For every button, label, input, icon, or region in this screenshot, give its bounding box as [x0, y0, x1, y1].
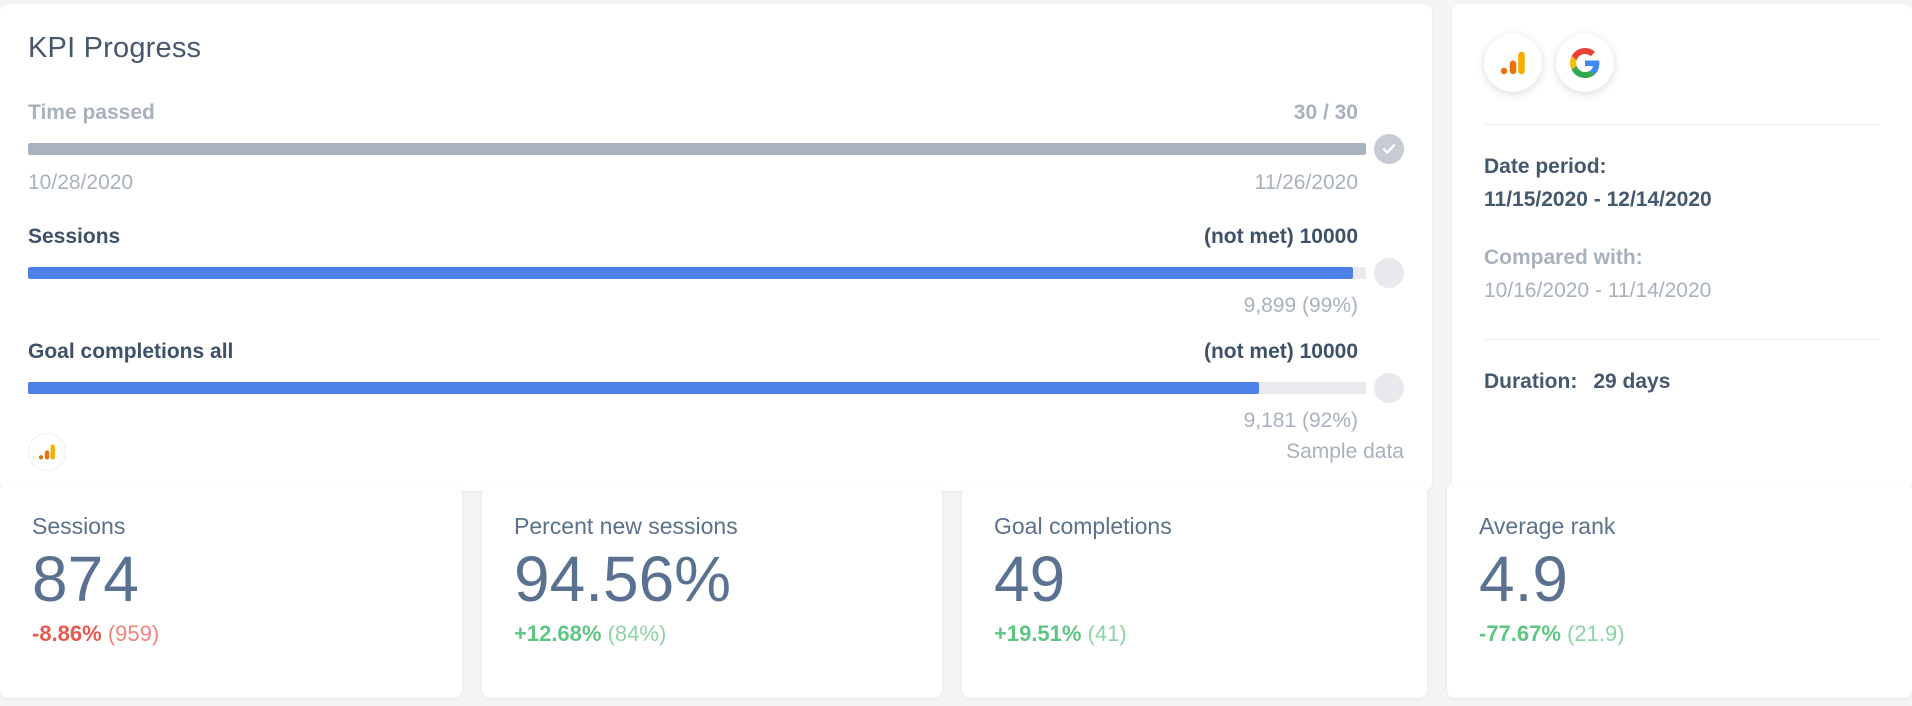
metric-delta: -8.86%: [32, 621, 102, 647]
metric-delta: -77.67%: [1479, 621, 1561, 647]
date-period-value: 11/15/2020 - 12/14/2020: [1484, 187, 1712, 211]
sessions-progress-track: [28, 267, 1366, 279]
metric-delta-row: +12.68% (84%): [514, 621, 910, 647]
goal-completions-header: Goal completions all (not met) 10000: [28, 340, 1404, 364]
time-passed-bar: [28, 134, 1404, 164]
date-period-label: Date period:: [1484, 155, 1607, 178]
time-passed-row: Time passed 30 / 30 10/28/2020 11/26/202…: [28, 101, 1404, 195]
goal-completions-bar: [28, 373, 1404, 403]
metric-delta: +19.51%: [994, 621, 1082, 647]
goal-completions-status: (not met) 10000: [1203, 340, 1358, 363]
metric-value: 94.56%: [514, 543, 732, 615]
google-icon: [1556, 34, 1614, 92]
source-icons-row: [1484, 34, 1880, 92]
kpi-card-title: KPI Progress: [28, 32, 202, 64]
sessions-goal-header: Sessions (not met) 10000: [28, 225, 1404, 249]
time-passed-label: Time passed: [28, 101, 155, 124]
metric-label: Goal completions: [994, 513, 1172, 539]
goal-completions-dot: [1374, 373, 1404, 403]
time-passed-dates: 10/28/2020 11/26/2020: [28, 171, 1404, 195]
metric-delta-row: -8.86% (959): [32, 621, 430, 647]
sessions-scorecard: Sessions 874 -8.86% (959): [0, 483, 462, 698]
goal-completions-track: [28, 382, 1366, 394]
metric-value: 49: [994, 543, 1066, 615]
sessions-goal-dot: [1374, 258, 1404, 288]
duration-value: 29 days: [1593, 370, 1671, 394]
google-analytics-icon: [1484, 34, 1542, 92]
time-progress-track: [28, 143, 1366, 155]
metric-delta-row: -77.67% (21.9): [1479, 621, 1880, 647]
time-complete-check-icon: [1374, 134, 1404, 164]
top-row: KPI Progress Time passed 30 / 30 10/28/2: [0, 4, 1912, 491]
metric-label: Average rank: [1479, 513, 1616, 539]
sample-data-label: Sample data: [1286, 440, 1404, 463]
sessions-progress-fill: [28, 267, 1353, 279]
kpi-progress-card: KPI Progress Time passed 30 / 30 10/28/2: [0, 4, 1432, 491]
duration-label: Duration:: [1484, 370, 1578, 394]
sessions-goal-value: 9,899 (99%): [1243, 294, 1358, 317]
percent-new-sessions-scorecard: Percent new sessions 94.56% +12.68% (84%…: [482, 483, 942, 698]
metric-previous: (21.9): [1567, 621, 1625, 647]
kpi-card-footer: Sample data: [28, 433, 1404, 475]
duration-row: Duration: 29 days: [1484, 370, 1880, 394]
sessions-goal-label: Sessions: [28, 225, 121, 248]
google-analytics-icon: [28, 433, 66, 471]
time-start-date: 10/28/2020: [28, 171, 134, 194]
goal-completions-value: 9,181 (92%): [1243, 409, 1358, 432]
time-passed-count: 30 / 30: [1293, 101, 1358, 124]
metric-value: 874: [32, 543, 139, 615]
metric-previous: (84%): [607, 621, 667, 647]
info-divider-bottom: [1484, 339, 1880, 341]
info-divider-top: [1484, 124, 1880, 125]
goal-completions-scorecard: Goal completions 49 +19.51% (41): [962, 483, 1427, 698]
goal-completions-goal-row: Goal completions all (not met) 10000 9,1…: [28, 340, 1404, 433]
compared-with-label: Compared with:: [1484, 246, 1643, 270]
metric-label: Percent new sessions: [514, 513, 738, 539]
sessions-goal-row: Sessions (not met) 10000 9,899 (99%): [28, 225, 1404, 318]
time-progress-fill: [28, 143, 1366, 155]
time-passed-header: Time passed 30 / 30: [28, 101, 1404, 125]
date-period-block: Date period: 11/15/2020 - 12/14/2020: [1484, 151, 1880, 216]
time-end-date: 11/26/2020: [1254, 171, 1358, 194]
sessions-goal-status: (not met) 10000: [1203, 225, 1358, 248]
metric-delta-row: +19.51% (41): [994, 621, 1395, 647]
compared-with-block: Compared with: 10/16/2020 - 11/14/2020: [1484, 242, 1880, 307]
average-rank-scorecard: Average rank 4.9 -77.67% (21.9): [1447, 483, 1912, 698]
metric-value: 4.9: [1479, 543, 1568, 615]
report-info-card: Date period: 11/15/2020 - 12/14/2020 Com…: [1452, 4, 1912, 491]
compared-with-value: 10/16/2020 - 11/14/2020: [1484, 278, 1712, 302]
metric-label: Sessions: [32, 513, 126, 539]
metric-previous: (41): [1087, 621, 1127, 647]
goal-completions-label: Goal completions all: [28, 340, 234, 363]
goal-completions-fill: [28, 382, 1259, 394]
scorecards-row: Sessions 874 -8.86% (959) Percent new se…: [0, 483, 1912, 698]
metric-previous: (959): [107, 621, 160, 647]
metric-delta: +12.68%: [514, 621, 602, 647]
sessions-goal-bar: [28, 258, 1404, 288]
